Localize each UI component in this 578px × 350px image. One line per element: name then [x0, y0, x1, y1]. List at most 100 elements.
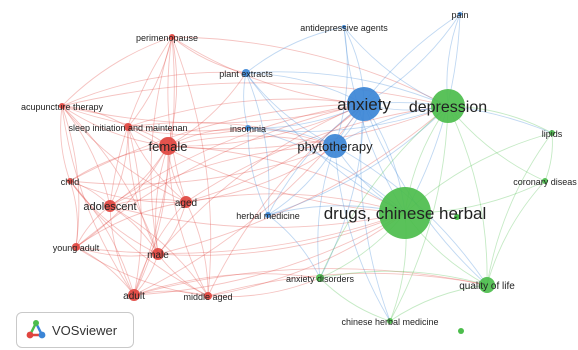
node-circle-adolescent[interactable]: [104, 200, 116, 212]
link-acupuncture-therapy-adolescent: [61, 105, 111, 207]
node-label-plant-extracts: plant extracts: [219, 69, 273, 79]
link-child-phytotherapy: [69, 145, 336, 185]
link-female-phytotherapy: [167, 135, 336, 147]
node-child[interactable]: child: [61, 177, 80, 187]
link-perimenopause-middle-aged: [171, 36, 212, 297]
node-label-anxiety-disorders: anxiety disorders: [286, 274, 355, 284]
link-perimenopause-male: [150, 36, 173, 255]
node-anxiety[interactable]: anxiety: [337, 87, 391, 121]
node-perimenopause[interactable]: perimenopause: [136, 33, 198, 43]
node-insomnia[interactable]: insomnia: [230, 124, 266, 134]
link-female-child: [69, 145, 169, 182]
node-circle-adult[interactable]: [128, 289, 140, 301]
node-anxiety-disorders[interactable]: anxiety disorders: [286, 274, 355, 284]
node-circle-herbal-medicine[interactable]: [265, 212, 271, 218]
link-female-middle-aged: [167, 145, 209, 297]
node-circle-middle-aged[interactable]: [204, 292, 212, 300]
link-young-adult-male: [75, 246, 159, 257]
node-drugs-chinese-herbal[interactable]: drugs, chinese herbal: [324, 187, 487, 239]
link-acupuncture-therapy-aged: [61, 105, 187, 203]
node-pain[interactable]: pain: [451, 10, 468, 20]
link-acupuncture-therapy-plant-extracts: [61, 71, 247, 107]
link-female-drugs-chinese-herbal: [167, 145, 406, 214]
node-label-acupuncture-therapy: acupuncture therapy: [21, 102, 104, 112]
link-female-male: [155, 145, 169, 255]
node-antidepressive-agents[interactable]: antidepressive agents: [300, 23, 388, 33]
node-circle-quality-of-life[interactable]: [479, 277, 495, 293]
node-male[interactable]: male: [147, 248, 169, 261]
link-adult-anxiety-disorders: [133, 273, 321, 296]
node-aged[interactable]: aged: [175, 196, 197, 209]
node-circle-antidepressive-agents[interactable]: [342, 25, 346, 29]
link-adolescent-adult: [109, 205, 135, 296]
node-phytotherapy[interactable]: phytotherapy: [297, 134, 373, 158]
node-label-child: child: [61, 177, 80, 187]
link-antidepressive-agents-phytotherapy: [334, 26, 348, 147]
node-label-quality-of-life: quality of life: [459, 281, 515, 292]
node-circle-sleep-initiation[interactable]: [124, 123, 132, 131]
link-sleep-initiation-phytotherapy: [127, 121, 336, 147]
node-adolescent[interactable]: adolescent: [83, 200, 137, 213]
node-circle-phytotherapy[interactable]: [323, 134, 347, 158]
node-circle-female[interactable]: [159, 137, 177, 155]
node-label-aged: aged: [175, 198, 197, 209]
link-perimenopause-female: [167, 36, 178, 147]
link-adolescent-aged: [109, 198, 187, 207]
node-circle-lipids[interactable]: [549, 130, 555, 136]
link-female-adult: [133, 145, 169, 296]
link-male-drugs-chinese-herbal: [157, 212, 406, 256]
link-aged-adult: [133, 201, 187, 296]
link-plant-extracts-phytotherapy: [245, 72, 336, 147]
node-herbal-medicine[interactable]: herbal medicine: [236, 211, 300, 221]
link-insomnia-herbal-medicine: [247, 127, 269, 216]
node-circle-child[interactable]: [67, 178, 73, 184]
node-adult[interactable]: adult: [123, 289, 145, 302]
node-circle-acupuncture-therapy[interactable]: [59, 103, 65, 109]
link-adolescent-drugs-chinese-herbal: [109, 205, 406, 228]
node-label-adult: adult: [123, 291, 145, 302]
link-female-anxiety: [167, 103, 365, 147]
node-circle-anxiety-disorders[interactable]: [316, 274, 324, 282]
link-anxiety-disorders-chinese-herbal-medicine: [319, 277, 391, 322]
link-aged-young-adult: [75, 201, 187, 248]
node-circle-young-adult[interactable]: [72, 243, 80, 251]
node-circle-chinese-herbal-medicine[interactable]: [387, 318, 393, 324]
link-child-young-adult: [69, 180, 78, 248]
link-acupuncture-therapy-child: [60, 105, 71, 182]
node-depression[interactable]: depression: [409, 89, 487, 123]
link-aged-anxiety: [185, 103, 365, 203]
unlabeled-node-1[interactable]: [454, 214, 460, 220]
unlabeled-node-0[interactable]: [458, 328, 464, 334]
node-middle-aged[interactable]: middle aged: [183, 292, 233, 302]
node-young-adult[interactable]: young adult: [53, 243, 100, 253]
node-sleep-initiation[interactable]: sleep initiation and maintenan: [68, 123, 188, 133]
node-quality-of-life[interactable]: quality of life: [459, 277, 515, 293]
node-circle-aged[interactable]: [180, 196, 192, 208]
link-female-young-adult: [75, 145, 169, 248]
node-label-insomnia: insomnia: [230, 124, 266, 134]
node-circle-drugs-chinese-herbal[interactable]: [379, 187, 431, 239]
node-acupuncture-therapy[interactable]: acupuncture therapy: [21, 102, 104, 112]
node-female[interactable]: female: [148, 137, 188, 155]
node-circle-male[interactable]: [152, 248, 164, 260]
link-adolescent-phytotherapy: [109, 145, 336, 207]
link-male-middle-aged: [157, 253, 209, 297]
node-circle-anxiety[interactable]: [347, 87, 381, 121]
node-chinese-herbal-medicine[interactable]: chinese herbal medicine: [341, 317, 438, 327]
node-layer: perimenopause acupuncture therapy sleep in…: [21, 10, 577, 334]
node-circle-plant-extracts[interactable]: [242, 69, 250, 77]
node-plant-extracts[interactable]: plant extracts: [219, 69, 273, 79]
node-circle-depression[interactable]: [431, 89, 465, 123]
node-circle-pain[interactable]: [458, 12, 462, 16]
link-aged-middle-aged: [185, 201, 209, 297]
link-female-depression: [167, 105, 449, 150]
link-phytotherapy-anxiety-disorders: [317, 145, 336, 279]
node-lipids[interactable]: lipids: [542, 129, 563, 139]
link-anxiety-anxiety-disorders: [319, 103, 365, 279]
node-circle-insomnia[interactable]: [245, 125, 251, 131]
node-circle-perimenopause[interactable]: [169, 34, 175, 40]
node-label-adolescent: adolescent: [83, 201, 136, 213]
node-circle-coronary-disease[interactable]: [542, 178, 548, 184]
node-coronary-disease[interactable]: coronary diseas: [513, 177, 577, 187]
